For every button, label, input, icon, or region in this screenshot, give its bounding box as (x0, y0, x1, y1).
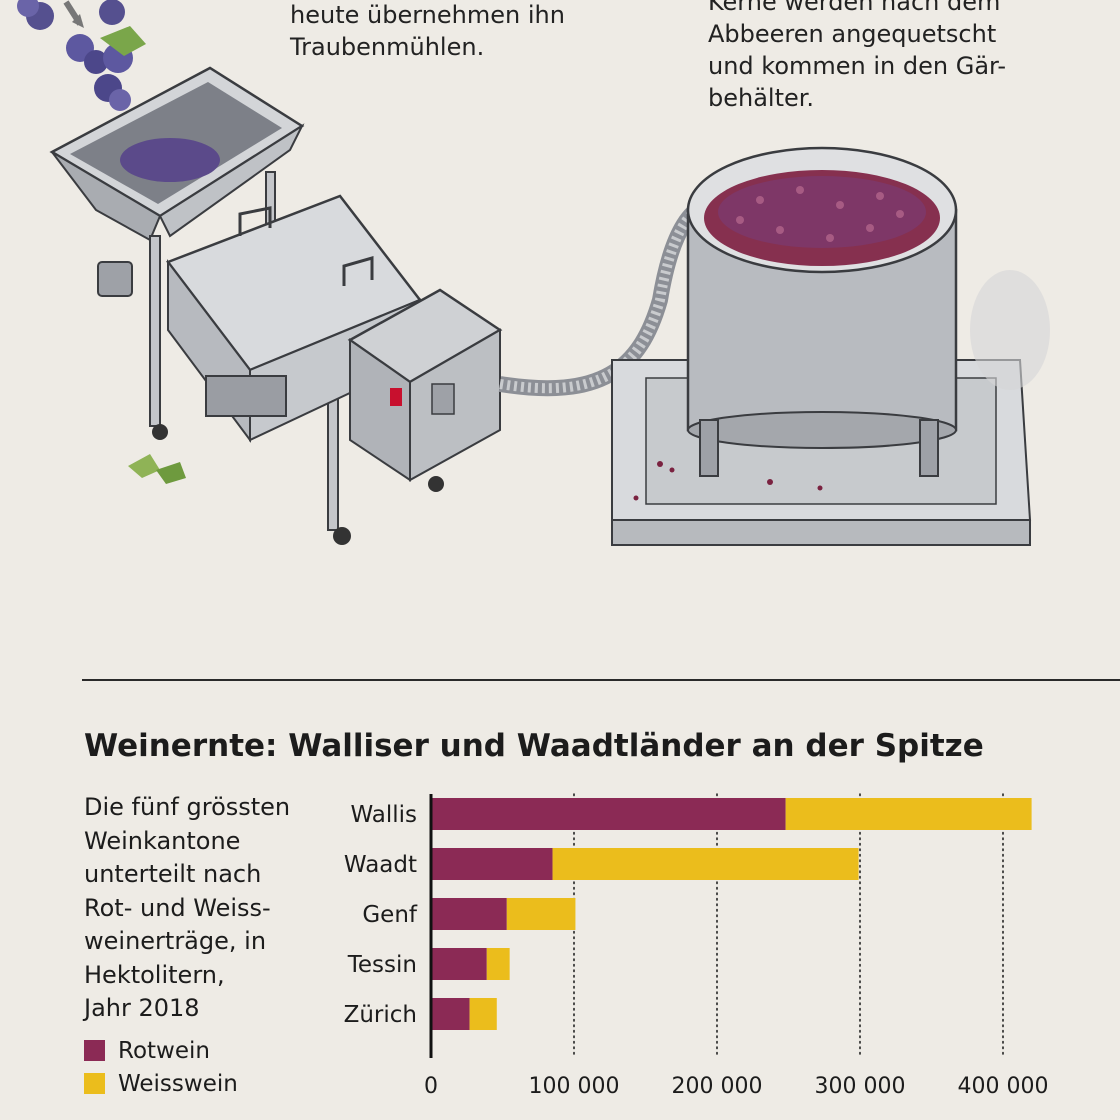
legend-label-rotwein: Rotwein (118, 1037, 210, 1064)
bar-chart: Wallis Waadt Genf Tessin Zürich 0 100 000 200 0… (344, 793, 1049, 1099)
caption-line: und kommen in den Gär- (708, 52, 1007, 80)
subtitle-line: Rot- und Weiss- (84, 893, 271, 922)
subtitle-line: Weinkantone (84, 826, 241, 855)
caption-line: Kerne werden nach dem (708, 0, 1001, 16)
caption-line: heute übernehmen ihn (290, 1, 565, 29)
x-tick-label: 400 000 (958, 1074, 1049, 1099)
subtitle-line: Jahr 2018 (84, 994, 200, 1022)
bar-weisswein-tessin (486, 948, 510, 980)
legend-swatch-rotwein (84, 1040, 105, 1061)
bar-rotwein-wallis (431, 798, 786, 830)
bar-weisswein-wallis (785, 798, 1032, 830)
bar-rotwein-tessin (431, 948, 487, 980)
category-label: Waadt (344, 852, 417, 878)
legend-item-rotwein: Rotwein (84, 1034, 238, 1067)
caption-line: Abbeeren angequetscht (708, 20, 997, 48)
caption-line: Traubenmühlen. (290, 33, 485, 61)
bar-weisswein-genf (506, 898, 576, 930)
x-tick-label: 300 000 (815, 1074, 906, 1099)
process-caption-right: Kerne werden nach dem Abbeeren angequets… (708, 0, 1048, 114)
subtitle-line: unterteilt nach (84, 860, 262, 888)
legend-item-weisswein: Weisswein (84, 1067, 238, 1100)
caption-line: behälter. (708, 84, 815, 112)
process-caption-left: heute übernehmen ihn Traubenmühlen. (290, 0, 620, 63)
bar-weisswein-zürich (469, 998, 497, 1030)
x-tick-label: 0 (424, 1074, 438, 1099)
subtitle-line: Die fünf grössten (84, 793, 291, 821)
chart-legend: Rotwein Weisswein (84, 1034, 238, 1100)
bar-rotwein-waadt (431, 848, 553, 880)
category-label: Wallis (350, 802, 417, 828)
legend-swatch-weisswein (84, 1073, 105, 1094)
bar-rotwein-zürich (431, 998, 470, 1030)
x-tick-label: 200 000 (672, 1074, 763, 1099)
category-label: Genf (362, 902, 418, 928)
x-tick-label: 100 000 (529, 1074, 620, 1099)
chart-title: Weinernte: Walliser und Waadtländer an d… (84, 728, 984, 764)
section-divider (82, 679, 1120, 681)
grape-destemmer-illustration (17, 0, 1050, 546)
chart-subtitle: Die fünf grössten Weinkantone unterteilt… (84, 791, 314, 1026)
legend-label-weisswein: Weisswein (118, 1070, 238, 1097)
subtitle-line: Hektolitern, (84, 960, 225, 989)
bar-rotwein-genf (431, 898, 507, 930)
category-label: Tessin (347, 952, 417, 978)
category-label: Zürich (344, 1002, 417, 1028)
subtitle-line: weinerträge, in (84, 927, 267, 955)
bar-weisswein-waadt (552, 848, 859, 880)
